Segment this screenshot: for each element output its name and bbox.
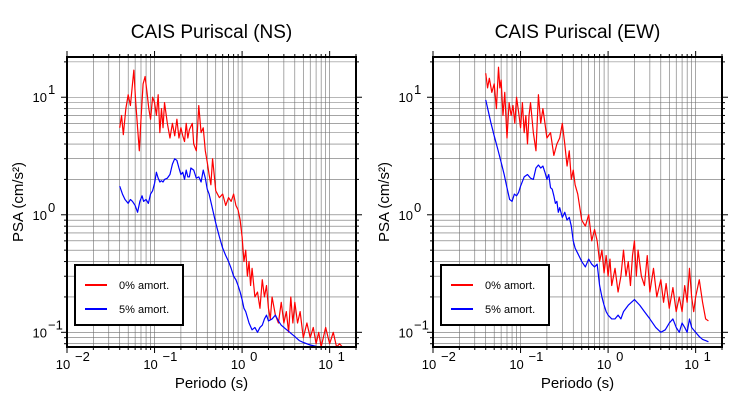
x-axis-label: Periodo (s) [175,375,248,392]
legend-label-1: 5% amort. [119,304,169,316]
y-tick-label: 10 [33,325,47,340]
x-tick-label: 10 [509,357,523,372]
y-tick-label: 10 [399,208,413,223]
x-tick-label-exponent: −2 [75,349,90,364]
series-line-0 [119,69,343,348]
y-tick-label: 10 [33,208,47,223]
grid-lines [66,57,357,347]
x-tick-label: 10 [684,357,698,372]
legend-box [440,264,550,326]
legend-label-1: 5% amort. [485,304,535,316]
series-line-1 [119,158,322,349]
x-tick-label-exponent: −1 [163,349,178,364]
legend-box [74,264,184,326]
y-tick-label-exponent: −1 [48,317,63,332]
x-tick-label-exponent: 0 [250,349,257,364]
y-tick-label: 10 [33,90,47,105]
plot-frame [432,56,723,348]
y-tick-label: 10 [399,90,413,105]
x-axis-label: Periodo (s) [541,375,614,392]
y-tick-label-exponent: −1 [414,317,429,332]
x-tick-label: 10 [597,357,611,372]
x-tick-label: 10 [231,357,245,372]
y-tick-label: 10 [399,325,413,340]
y-tick-label-exponent: 1 [48,82,55,97]
x-tick-label: 10 [143,357,157,372]
y-axis-label: PSA (cm/s²) [10,162,27,242]
legend-label-0: 0% amort. [485,280,535,292]
legend-label-0: 0% amort. [119,280,169,292]
x-tick-label-exponent: 1 [704,349,711,364]
chart-legend: 0% amort. 5% amort. [440,264,550,326]
x-tick-label: 10 [318,357,332,372]
x-tick-label-exponent: 0 [616,349,623,364]
plot-frame [66,56,357,348]
chart-legend: 0% amort. 5% amort. [74,264,184,326]
chart-title: CAIS Puriscal (NS) [131,22,293,43]
chart-title: CAIS Puriscal (EW) [495,22,661,43]
x-tick-label-exponent: 1 [338,349,345,364]
x-tick-label-exponent: −1 [529,349,544,364]
y-axis-label: PSA (cm/s²) [376,162,393,242]
y-tick-label-exponent: 0 [48,200,55,215]
y-tick-label-exponent: 0 [414,200,421,215]
x-tick-label: 10 [56,357,70,372]
x-tick-label-exponent: −2 [441,349,456,364]
series-line-0 [485,66,709,322]
x-tick-label: 10 [422,357,436,372]
series-line-1 [485,99,709,343]
y-tick-label-exponent: 1 [414,82,421,97]
